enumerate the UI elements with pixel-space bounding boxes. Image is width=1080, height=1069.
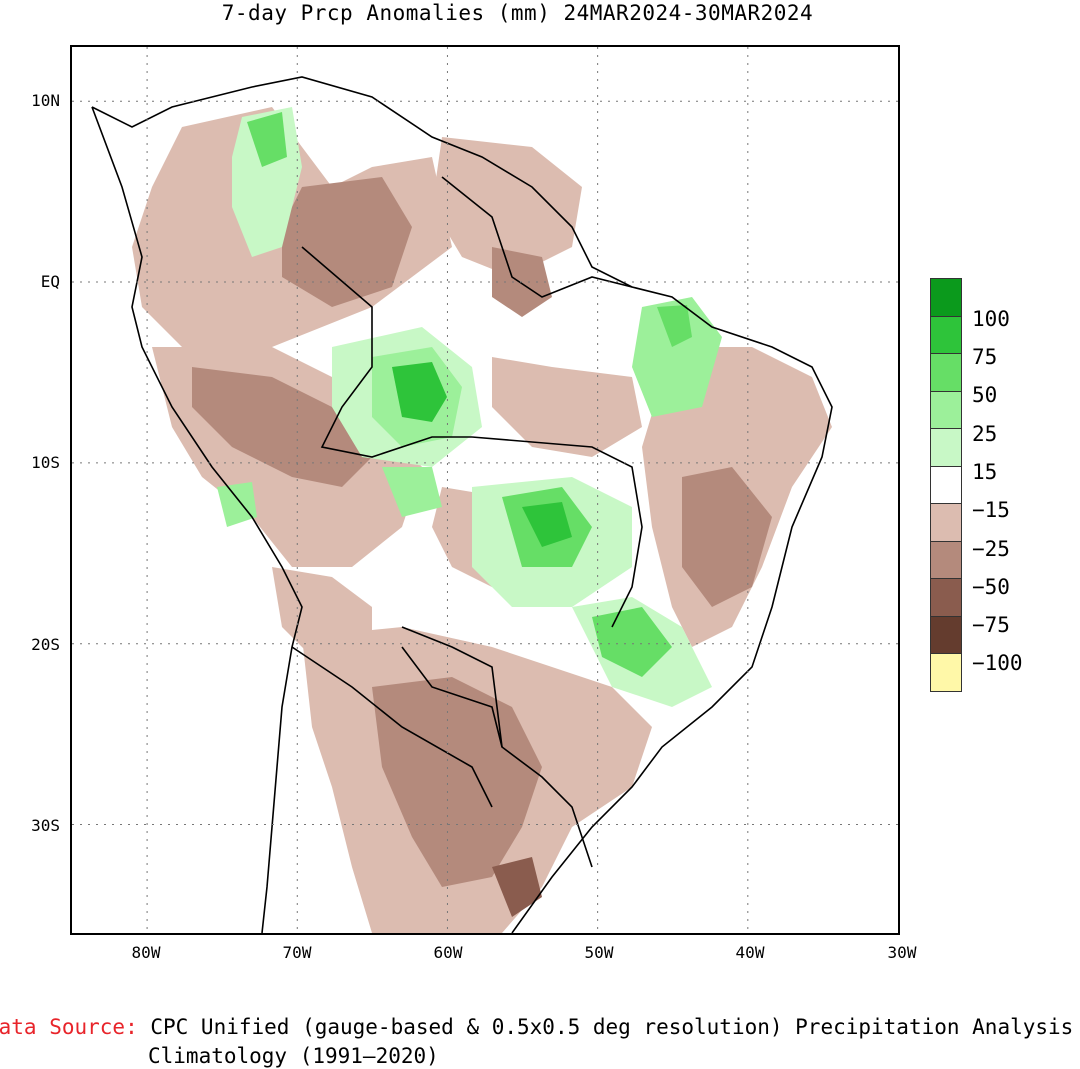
data-source-key: Data Source: — [0, 1015, 138, 1039]
legend-label-neg15: −15 — [972, 498, 1010, 522]
legend-swatch — [930, 390, 962, 428]
wet-region-mato-grosso-core — [522, 502, 572, 547]
border-brazil-west — [301, 246, 472, 458]
dry-region-guiana — [432, 137, 582, 277]
border-paraguay — [401, 646, 503, 748]
lat-label-20s: 20S — [31, 635, 60, 654]
color-legend — [930, 278, 962, 692]
lon-label-40w: 40W — [735, 943, 765, 962]
legend-label-neg25: −25 — [972, 537, 1010, 561]
legend-label-neg50: −50 — [972, 575, 1010, 599]
lon-label-50w: 50W — [584, 943, 614, 962]
lat-label-eq: EQ — [40, 272, 60, 291]
legend-swatch — [930, 428, 962, 466]
data-source-line: Data Source: CPC Unified (gauge-based & … — [0, 1014, 1073, 1040]
lon-label-80w: 80W — [131, 943, 161, 962]
legend-swatch — [930, 278, 962, 316]
wet-region-acre — [217, 482, 257, 527]
wet-region-venezuela-core — [247, 112, 287, 167]
legend-swatch — [930, 653, 962, 692]
dry-region-central-north — [492, 357, 642, 457]
legend-label-25: 25 — [972, 422, 998, 446]
legend-swatch — [930, 578, 962, 616]
lon-label-70w: 70W — [282, 943, 312, 962]
graticule — [72, 47, 898, 933]
border-argentina — [291, 646, 493, 808]
dry-region-amazon-west-core — [192, 367, 372, 487]
lat-label-10n: 10N — [31, 91, 60, 110]
wet-region-maranhao-core — [657, 305, 692, 347]
border-guiana — [441, 176, 633, 298]
wet-region-rondonia — [382, 467, 442, 517]
border-brazil-central — [471, 436, 643, 628]
legend-swatch — [930, 353, 962, 391]
dry-region-guiana-core — [282, 177, 412, 307]
anomaly-fields — [132, 107, 832, 933]
legend-label-neg100: −100 — [972, 651, 1023, 675]
legend-swatch — [930, 540, 962, 578]
lon-label-60w: 60W — [433, 943, 463, 962]
legend-label-100: 100 — [972, 307, 1010, 331]
legend-label-75: 75 — [972, 345, 998, 369]
dry-region-northeast-core — [682, 467, 772, 607]
legend-label-50: 50 — [972, 383, 998, 407]
legend-label-neg75: −75 — [972, 613, 1010, 637]
wet-region-southeast-core — [592, 607, 672, 677]
wet-region-maranhao — [632, 297, 722, 417]
data-source-text: CPC Unified (gauge-based & 0.5x0.5 deg r… — [137, 1015, 1074, 1039]
legend-swatch — [930, 503, 962, 541]
lat-label-30s: 30S — [31, 816, 60, 835]
map-panel — [70, 45, 900, 935]
lat-label-10s: 10S — [31, 453, 60, 472]
dry-region-andes-south — [272, 567, 372, 667]
dry-region-rio-grande — [492, 857, 542, 917]
legend-swatch — [930, 315, 962, 353]
legend-label-15: 15 — [972, 460, 998, 484]
anomaly-map — [72, 47, 898, 933]
legend-swatch — [930, 615, 962, 653]
climatology-line: Climatology (1991–2020) — [148, 1044, 439, 1068]
legend-swatch — [930, 465, 962, 503]
lon-label-30w: 30W — [887, 943, 917, 962]
coastline-outline — [91, 76, 833, 933]
wet-region-amazon-center-core — [392, 362, 447, 422]
map-title: 7-day Prcp Anomalies (mm) 24MAR2024-30MA… — [221, 1, 814, 25]
